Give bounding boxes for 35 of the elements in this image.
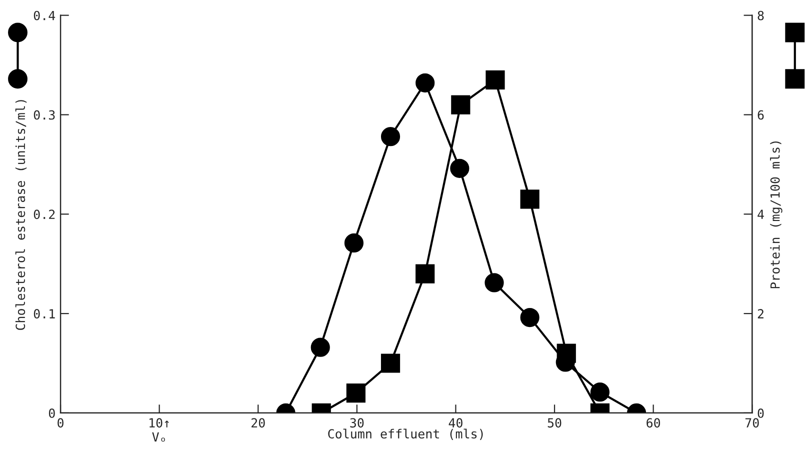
y-tick-label: 0 xyxy=(48,408,55,418)
y-tick-label: 0.3 xyxy=(34,110,55,120)
x-tick-label: 30 xyxy=(350,418,364,428)
y2-tick-label: 4 xyxy=(758,210,764,219)
y2-axis-title: Protein (mg/100 mls) xyxy=(770,141,782,288)
y-axis-title: Cholesterol esterase (units/ml) xyxy=(15,100,27,330)
point xyxy=(380,354,400,373)
x-tick-label: 70 xyxy=(745,418,759,428)
x-tick-label: 60 xyxy=(646,418,660,428)
x-tick-label: 0 xyxy=(58,418,64,428)
x-tick-label: 50 xyxy=(548,418,562,428)
y2-tick-label: 6 xyxy=(758,110,764,120)
y-tick-label: 0.2 xyxy=(34,210,55,220)
point xyxy=(310,338,330,357)
y2-tick-label: 8 xyxy=(758,10,764,20)
point xyxy=(416,73,435,92)
x-tick-label: 40 xyxy=(448,418,462,428)
y2-tick-label: 2 xyxy=(758,309,764,318)
x-tick-label: 10↑ Vₒ xyxy=(150,418,169,442)
point xyxy=(520,190,540,209)
y-tick-label: 0.1 xyxy=(34,309,55,319)
point xyxy=(451,95,470,114)
x-tick-label: 20 xyxy=(252,418,265,428)
point xyxy=(380,127,400,146)
x-axis-title: Column effluent (mls) xyxy=(328,428,483,440)
point xyxy=(416,264,435,284)
point xyxy=(344,233,364,253)
point xyxy=(486,70,505,90)
point xyxy=(520,308,540,328)
y-tick-label: 0.4 xyxy=(34,10,56,20)
point xyxy=(346,384,366,403)
y2-tick-label: 0 xyxy=(758,408,764,418)
point xyxy=(450,158,470,178)
point xyxy=(590,382,610,402)
point xyxy=(484,273,504,292)
